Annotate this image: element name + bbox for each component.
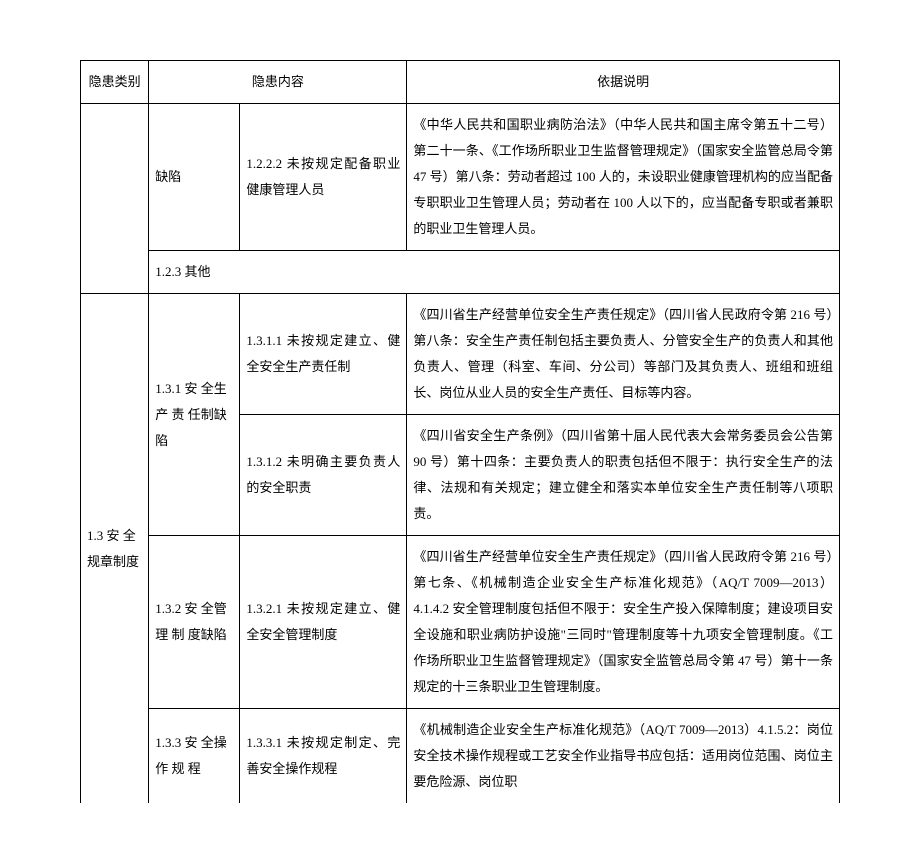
table-row: 1.3 安 全规章制度 1.3.1 安 全生 产 责 任制缺陷 1.3.1.1 … [81, 294, 840, 415]
cell-item: 1.3.2.1 未按规定建立、健全安全管理制度 [240, 536, 407, 709]
table-row: 1.3.2 安 全管 理 制 度缺陷 1.3.2.1 未按规定建立、健全安全管理… [81, 536, 840, 709]
cell-basis: 《四川省生产经营单位安全生产责任规定》（四川省人民政府令第 216 号）第八条：… [407, 294, 840, 415]
header-content: 隐患内容 [149, 61, 407, 104]
header-category: 隐患类别 [81, 61, 149, 104]
table-header-row: 隐患类别 隐患内容 依据说明 [81, 61, 840, 104]
cell-item: 1.3.3.1 未按规定制定、完善安全操作规程 [240, 709, 407, 804]
cell-item: 1.3.1.2 未明确主要负责人的安全职责 [240, 415, 407, 536]
cell-subcat: 1.2.3 其他 [149, 251, 840, 294]
table-row: 1.3.3 安 全操 作 规 程 1.3.3.1 未按规定制定、完善安全操作规程… [81, 709, 840, 804]
cell-subcat: 1.3.2 安 全管 理 制 度缺陷 [149, 536, 240, 709]
cell-basis: 《四川省安全生产条例》（四川省第十届人民代表大会常务委员会公告第 90 号）第十… [407, 415, 840, 536]
cell-item: 1.2.2.2 未按规定配备职业健康管理人员 [240, 104, 407, 251]
cell-subcat: 缺陷 [149, 104, 240, 251]
cell-basis: 《机械制造企业安全生产标准化规范》（AQ/T 7009—2013）4.1.5.2… [407, 709, 840, 804]
table-row: 缺陷 1.2.2.2 未按规定配备职业健康管理人员 《中华人民共和国职业病防治法… [81, 104, 840, 251]
hazard-table: 隐患类别 隐患内容 依据说明 缺陷 1.2.2.2 未按规定配备职业健康管理人员… [80, 60, 840, 803]
cell-category [81, 104, 149, 294]
cell-item: 1.3.1.1 未按规定建立、健全安全生产责任制 [240, 294, 407, 415]
cell-category: 1.3 安 全规章制度 [81, 294, 149, 804]
cell-subcat: 1.3.1 安 全生 产 责 任制缺陷 [149, 294, 240, 536]
cell-basis: 《中华人民共和国职业病防治法》（中华人民共和国主席令第五十二号）第二十一条、《工… [407, 104, 840, 251]
cell-subcat: 1.3.3 安 全操 作 规 程 [149, 709, 240, 804]
header-basis: 依据说明 [407, 61, 840, 104]
table-row: 1.2.3 其他 [81, 251, 840, 294]
cell-basis: 《四川省生产经营单位安全生产责任规定》（四川省人民政府令第 216 号）第七条、… [407, 536, 840, 709]
